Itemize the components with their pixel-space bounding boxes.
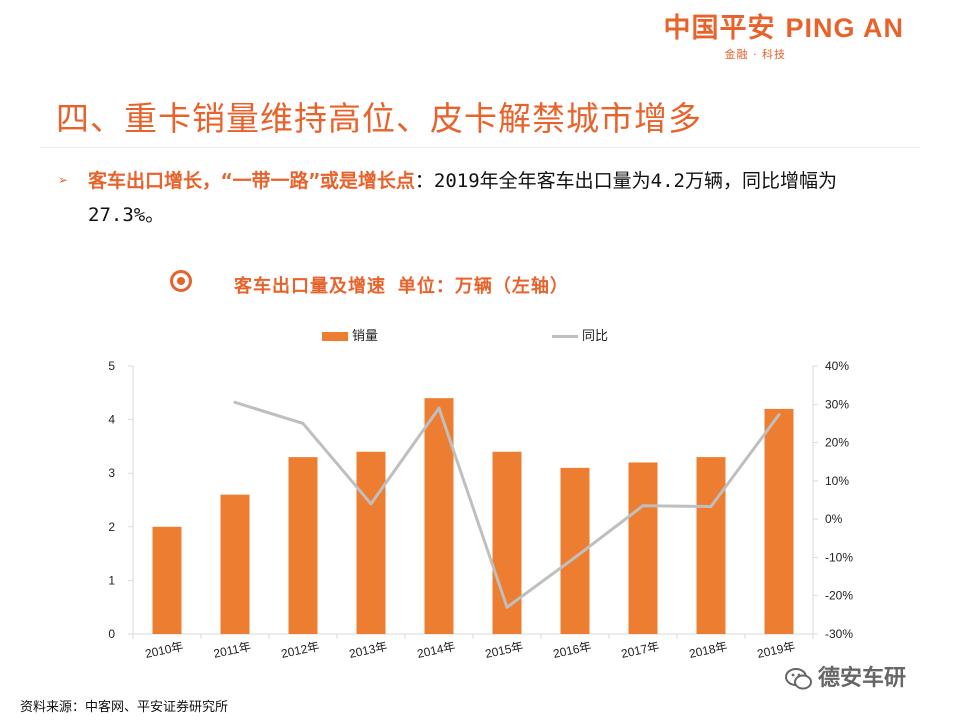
bullet-arrow-icon: ➢ [58, 173, 69, 187]
x-tick-label: 2015年 [484, 639, 525, 661]
bullet-rest: ：2019年全年客车出口量为4.2万辆，同比增幅为27.3%。 [88, 170, 837, 226]
y-tick-label: 0 [108, 627, 115, 641]
bar [764, 408, 794, 634]
brand-name-en: PING AN [785, 13, 904, 43]
bar [356, 451, 386, 634]
bullet-text: 客车出口增长，“一带一路”或是增长点：2019年全年客车出口量为4.2万辆，同比… [88, 164, 888, 232]
y-tick-label: 3 [108, 466, 115, 480]
line-point [709, 505, 713, 509]
wechat-icon [785, 668, 812, 690]
brand-name-cn: 中国平安 [663, 13, 776, 43]
x-tick-label: 2019年 [756, 639, 797, 661]
line-point [301, 421, 305, 425]
line-point [777, 413, 781, 417]
y2-tick-label: -30% [825, 627, 853, 641]
legend-item-bar: 销量 [322, 325, 378, 344]
line-point [505, 605, 509, 609]
x-tick-label: 2013年 [348, 639, 389, 661]
x-tick-label: 2016年 [552, 639, 593, 661]
y2-tick-label: 0% [825, 512, 843, 526]
legend-line-label: 同比 [582, 329, 609, 344]
brand-logo: 中国平安 PING AN 金融 · 科技 [663, 12, 904, 62]
source-note: 资料来源：中客网、平安证券研究所 [20, 700, 229, 715]
x-tick-label: 2014年 [416, 639, 457, 661]
legend-bar-label: 销量 [352, 329, 379, 344]
legend-line-swatch [552, 335, 578, 338]
x-tick-label: 2011年 [212, 639, 252, 661]
y2-tick-label: -10% [825, 550, 853, 564]
y2-tick-label: -20% [825, 589, 853, 603]
line-point [369, 502, 373, 506]
line-point [573, 555, 577, 559]
watermark-text: 德安车研 [818, 666, 907, 691]
bar [288, 457, 318, 634]
watermark: 德安车研 [784, 660, 906, 694]
page-title: 四、重卡销量维持高位、皮卡解禁城市增多 [56, 99, 702, 138]
chart-subtitle: 客车出口量及增速 单位：万辆（左轴） [234, 276, 569, 297]
title-divider [40, 147, 920, 148]
x-tick-label: 2018年 [688, 639, 729, 661]
y2-tick-label: 40% [825, 359, 849, 373]
line-point [437, 406, 441, 410]
y-tick-label: 2 [108, 520, 115, 534]
bar [628, 462, 658, 634]
bar [152, 526, 182, 634]
bar [220, 494, 250, 634]
y-tick-label: 4 [108, 413, 115, 427]
line-point [233, 400, 237, 404]
x-tick-label: 2017年 [620, 639, 661, 661]
y-tick-label: 1 [108, 573, 115, 587]
legend-bar-swatch [322, 332, 348, 341]
y2-tick-label: 30% [825, 397, 849, 411]
y-tick-label: 5 [108, 359, 115, 373]
target-icon [170, 270, 192, 292]
x-tick-label: 2012年 [280, 639, 321, 661]
brand-tagline: 金融 · 科技 [724, 48, 786, 61]
y2-tick-label: 20% [825, 436, 849, 450]
y2-tick-label: 10% [825, 474, 849, 488]
x-tick-label: 2010年 [144, 639, 185, 661]
line-point [641, 504, 645, 508]
bullet-strong: 客车出口增长，“一带一路”或是增长点 [88, 170, 415, 192]
bar [696, 457, 726, 634]
legend-item-line: 同比 [552, 325, 608, 344]
